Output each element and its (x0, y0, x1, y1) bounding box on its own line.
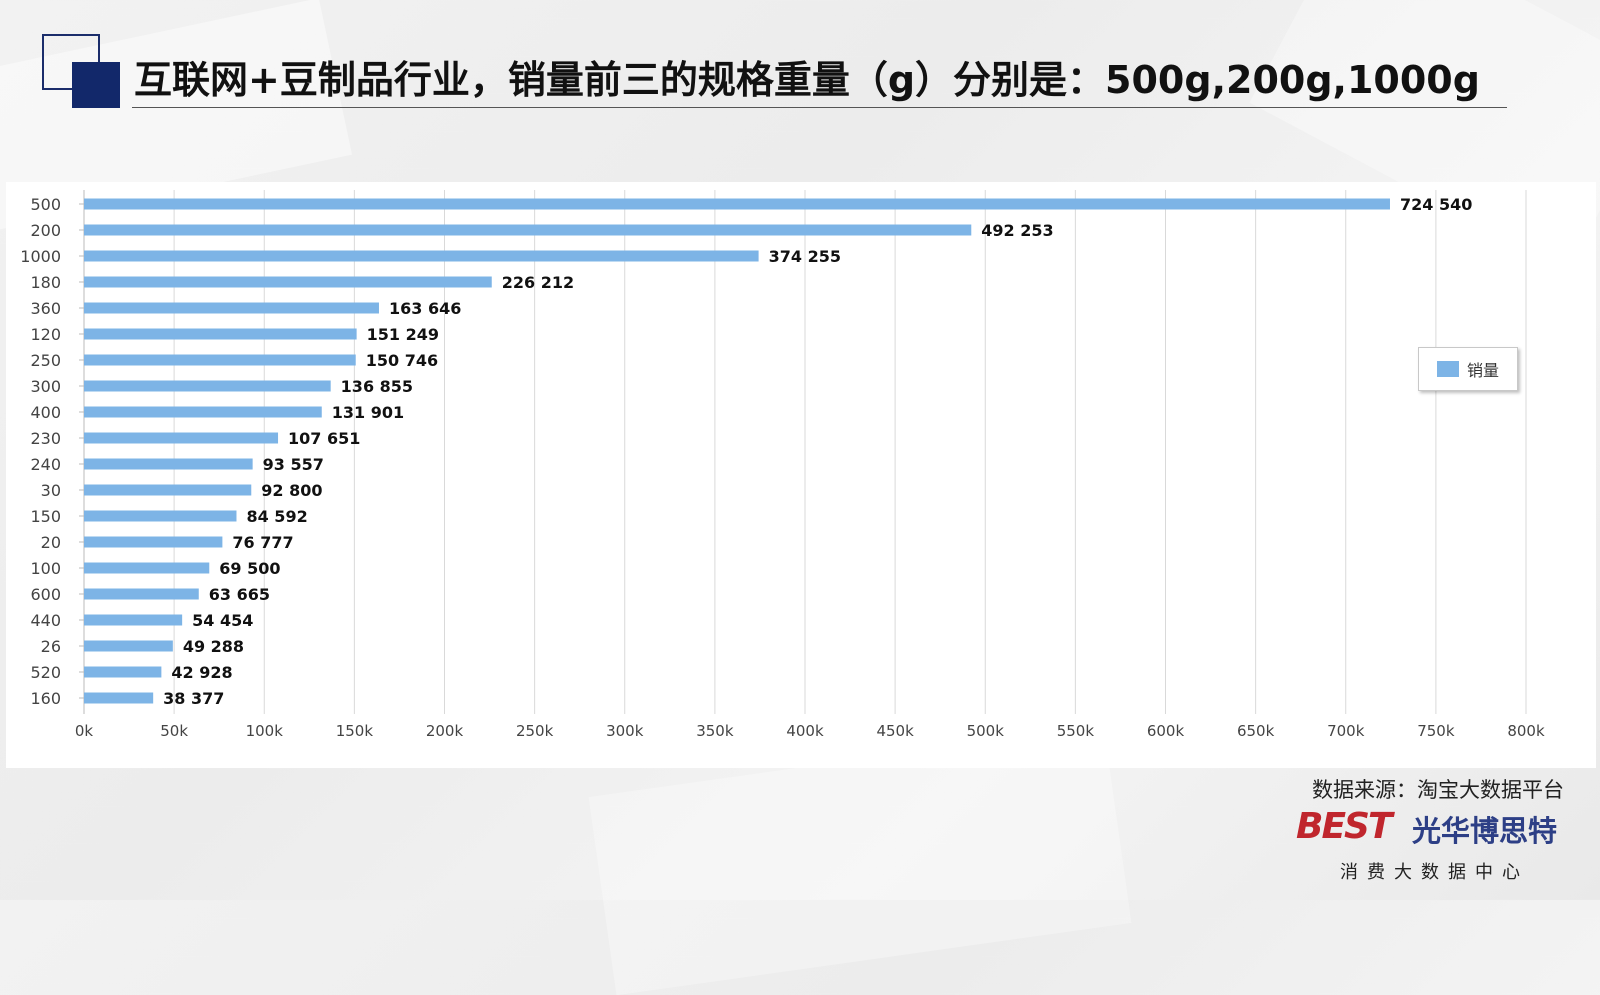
y-category-label: 200 (30, 221, 61, 240)
chart-panel: 0k 50k 100k 150k 200k 250k 300k 350k 400k 450k 500… (6, 182, 1596, 768)
bar-value-label: 92 800 (261, 481, 322, 500)
data-source-note: 数据来源：淘宝大数据平台 (1312, 778, 1564, 802)
bar-value-label: 63 665 (209, 585, 270, 604)
x-tick-label: 400k (786, 722, 824, 740)
x-tick-label: 350k (696, 722, 734, 740)
x-tick-label: 500k (967, 722, 1005, 740)
bar-value-label: 107 651 (288, 429, 360, 448)
y-category-label: 180 (30, 273, 61, 292)
bar-value-label: 38 377 (163, 689, 224, 708)
bar (84, 250, 759, 262)
x-tick-label: 250k (516, 722, 554, 740)
x-tick-label: 450k (876, 722, 914, 740)
bar-value-label: 163 646 (389, 299, 461, 318)
bar-value-label: 49 288 (183, 637, 244, 656)
bar-value-label: 492 253 (981, 221, 1053, 240)
title-decoration (42, 34, 122, 112)
y-category-label: 300 (30, 377, 61, 396)
x-tick-label: 650k (1237, 722, 1275, 740)
bar-value-label: 69 500 (219, 559, 280, 578)
y-category-label: 160 (30, 689, 61, 708)
y-category-label: 1000 (20, 247, 61, 266)
title-underline (132, 107, 1507, 108)
bar (84, 458, 253, 470)
bar (84, 380, 331, 392)
bar (84, 406, 322, 418)
bar (84, 536, 223, 548)
bar-value-label: 150 746 (366, 351, 438, 370)
bar (84, 432, 279, 444)
bar (84, 562, 210, 574)
page-title: 互联网+豆制品行业，销量前三的规格重量（g）分别是：500g,200g,1000… (134, 58, 1480, 102)
x-tick-label: 150k (336, 722, 374, 740)
y-category-label: 360 (30, 299, 61, 318)
bar (84, 484, 252, 496)
y-category-label: 30 (41, 481, 61, 500)
chart-legend: 销量 (1418, 347, 1518, 391)
x-tick-label: 550k (1057, 722, 1095, 740)
legend-label: 销量 (1466, 361, 1499, 380)
y-category-label: 520 (30, 663, 61, 682)
bar (84, 640, 173, 652)
y-category-label: 440 (30, 611, 61, 630)
x-tick-label: 800k (1507, 722, 1545, 740)
y-category-label: 240 (30, 455, 61, 474)
y-category-label: 100 (30, 559, 61, 578)
x-tick-label: 200k (426, 722, 464, 740)
bar (84, 302, 379, 314)
x-tick-label: 700k (1327, 722, 1365, 740)
logo-mark: BEST (1296, 806, 1393, 847)
logo-subtitle: 消费大数据中心 (1340, 862, 1529, 883)
bar (84, 614, 183, 626)
company-logo: BEST 光华博思特 消费大数据中心 (1296, 806, 1566, 896)
bar (84, 354, 356, 366)
bar (84, 510, 237, 522)
bar-value-label: 84 592 (246, 507, 307, 526)
bar-value-label: 42 928 (171, 663, 232, 682)
bar-value-label: 93 557 (263, 455, 324, 474)
y-category-label: 150 (30, 507, 61, 526)
bar (84, 198, 1390, 210)
y-category-label: 600 (30, 585, 61, 604)
y-category-label: 120 (30, 325, 61, 344)
bar (84, 224, 972, 236)
bar (84, 692, 154, 704)
y-category-label: 230 (30, 429, 61, 448)
bar-chart: 0k 50k 100k 150k 200k 250k 300k 350k 400k 450k 500… (20, 190, 1545, 740)
bar (84, 588, 199, 600)
x-tick-label: 750k (1417, 722, 1455, 740)
legend-swatch (1436, 361, 1459, 377)
logo-name: 光华博思特 (1412, 814, 1558, 848)
bar-value-label: 136 855 (341, 377, 413, 396)
x-tick-label: 600k (1147, 722, 1185, 740)
x-tick-label: 300k (606, 722, 644, 740)
y-category-label: 400 (30, 403, 61, 422)
y-category-label: 500 (30, 195, 61, 214)
decoration-filled-square (72, 62, 120, 108)
y-category-label: 26 (41, 637, 61, 656)
bar-value-label: 54 454 (192, 611, 253, 630)
bar-value-label: 374 255 (769, 247, 841, 266)
bar-value-label: 226 212 (502, 273, 574, 292)
y-category-label: 20 (41, 533, 61, 552)
y-category-label: 250 (30, 351, 61, 370)
bar-value-label: 131 901 (332, 403, 404, 422)
x-tick-label: 0k (75, 722, 94, 740)
x-tick-label: 50k (160, 722, 188, 740)
bar (84, 328, 357, 340)
logo-mark-text: BEST (1296, 806, 1393, 847)
bar-value-label: 151 249 (367, 325, 439, 344)
x-tick-label: 100k (246, 722, 284, 740)
bar (84, 276, 492, 288)
bar (84, 666, 162, 678)
bar-value-label: 76 777 (232, 533, 293, 552)
bar-value-label: 724 540 (1400, 195, 1472, 214)
